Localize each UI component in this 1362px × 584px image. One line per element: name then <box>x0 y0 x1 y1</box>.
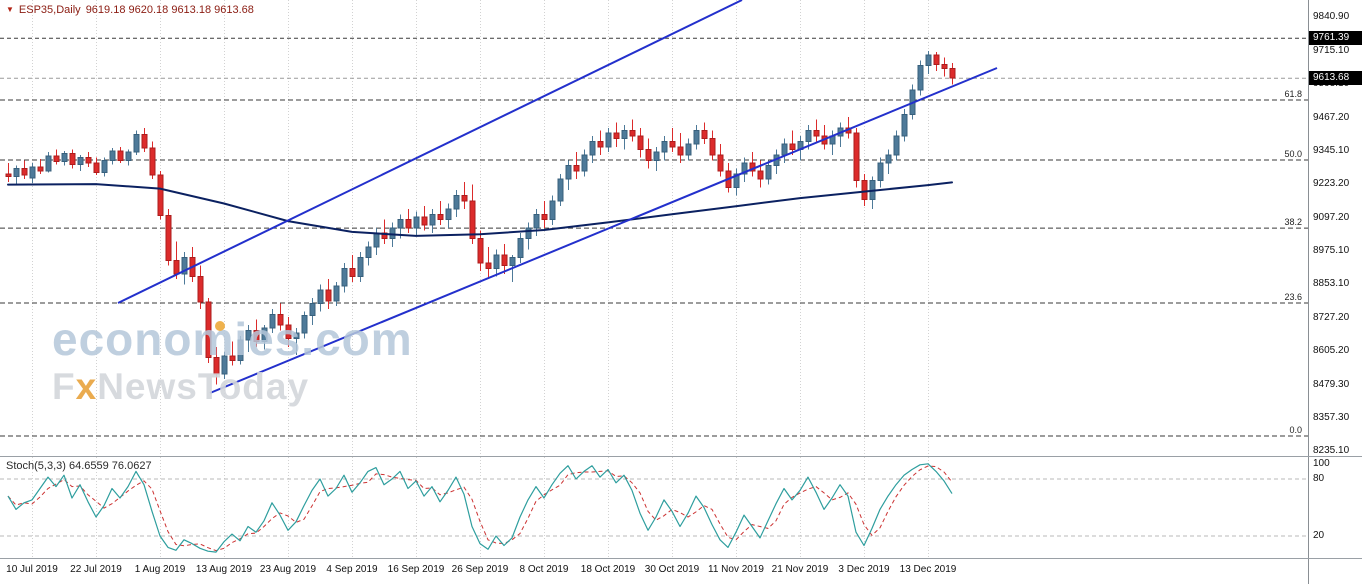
date-axis-label: 10 Jul 2019 <box>6 564 58 575</box>
watermark-brand-text: economies.com <box>52 313 413 365</box>
price-axis-label: 9467.20 <box>1313 111 1350 123</box>
price-axis[interactable]: 9840.909715.109593.109467.209345.109223.… <box>1308 0 1362 584</box>
price-axis-label: 8853.10 <box>1313 277 1350 289</box>
price-axis-label: 9840.90 <box>1313 10 1350 22</box>
time-axis[interactable]: 10 Jul 2019 22 Jul 2019 1 Aug 2019 13 Aug 2… <box>0 559 1308 584</box>
stoch-signal-line <box>7 465 953 552</box>
fib-level-label: 50.0 <box>1284 149 1302 159</box>
price-axis-label: 9097.20 <box>1313 211 1350 223</box>
stochastic-canvas[interactable] <box>0 457 1308 558</box>
indicator-name: Stoch(5,3,3) <box>6 460 66 472</box>
axis-separator <box>0 558 1362 559</box>
price-axis-label: 9345.10 <box>1313 144 1350 156</box>
date-axis-label: 16 Sep 2019 <box>387 564 445 575</box>
price-axis-label: 9715.10 <box>1313 44 1350 56</box>
symbol-ohlc-values: 9619.18 9620.18 9613.18 9613.68 <box>85 4 254 16</box>
date-axis-label: 13 Aug 2019 <box>195 564 253 575</box>
fib-level-label: 61.8 <box>1284 89 1302 99</box>
stochastic-pane[interactable]: Stoch(5,3,3) 64.6559 76.0627 <box>0 457 1308 558</box>
watermark: economies.com FxNewsToday <box>52 316 413 405</box>
price-chart-canvas[interactable]: 61.8 50.0 38.2 23.6 0.0 <box>0 0 1308 456</box>
price-axis-label: 8727.20 <box>1313 311 1350 323</box>
fib-level-label: 23.6 <box>1284 292 1302 302</box>
price-tag: 9613.68 <box>1309 71 1362 86</box>
date-axis-label: 1 Aug 2019 <box>134 564 186 575</box>
watermark-dot-icon <box>215 321 225 331</box>
indicator-label: Stoch(5,3,3) 64.6559 76.0627 <box>6 460 152 472</box>
stoch-axis-label: 100 <box>1313 458 1330 469</box>
price-axis-label: 9223.20 <box>1313 177 1350 189</box>
stoch-axis-label: 20 <box>1313 530 1325 541</box>
date-axis-label: 13 Dec 2019 <box>899 564 957 575</box>
price-tag: 9761.39 <box>1309 31 1362 46</box>
watermark-x-letter: x <box>75 366 98 407</box>
price-axis-label: 8357.30 <box>1313 411 1350 423</box>
indicator-values: 64.6559 76.0627 <box>68 460 152 472</box>
price-axis-label: 8235.10 <box>1313 444 1350 456</box>
trend-line[interactable] <box>209 67 998 394</box>
date-axis-label: 4 Sep 2019 <box>326 564 378 575</box>
date-axis-label: 21 Nov 2019 <box>771 564 829 575</box>
fib-level-label: 0.0 <box>1289 425 1302 435</box>
fib-level-label: 38.2 <box>1284 217 1302 227</box>
price-axis-label: 8975.10 <box>1313 244 1350 256</box>
watermark-subbrand: FxNewsToday <box>52 366 310 407</box>
price-axis-label: 8605.20 <box>1313 344 1350 356</box>
stoch-main-line <box>7 463 953 553</box>
moving-average-line[interactable] <box>7 181 953 237</box>
candles-group <box>5 50 956 385</box>
stoch-axis-label: 80 <box>1313 473 1325 484</box>
date-axis-label: 22 Jul 2019 <box>70 564 122 575</box>
date-axis-label: 26 Sep 2019 <box>451 564 509 575</box>
date-axis-label: 18 Oct 2019 <box>580 564 636 575</box>
price-axis-label: 8479.30 <box>1313 378 1350 390</box>
symbol-info-label: ▼ ESP35,Daily 9619.18 9620.18 9613.18 96… <box>6 4 254 16</box>
date-axis-label: 3 Dec 2019 <box>838 564 890 575</box>
symbol-name: ESP35,Daily <box>18 4 81 16</box>
trend-line[interactable] <box>117 0 743 304</box>
date-axis-label: 8 Oct 2019 <box>519 564 569 575</box>
pane-separator[interactable] <box>0 456 1362 457</box>
date-axis-label: 23 Aug 2019 <box>259 564 317 575</box>
watermark-brand: economies.com <box>52 316 413 362</box>
price-chart-pane[interactable]: economies.com FxNewsToday 61.8 50.0 38.2 23… <box>0 0 1308 456</box>
date-axis-label: 11 Nov 2019 <box>708 564 764 575</box>
symbol-dropdown-icon[interactable]: ▼ <box>6 5 14 14</box>
date-axis-label: 30 Oct 2019 <box>644 564 700 575</box>
